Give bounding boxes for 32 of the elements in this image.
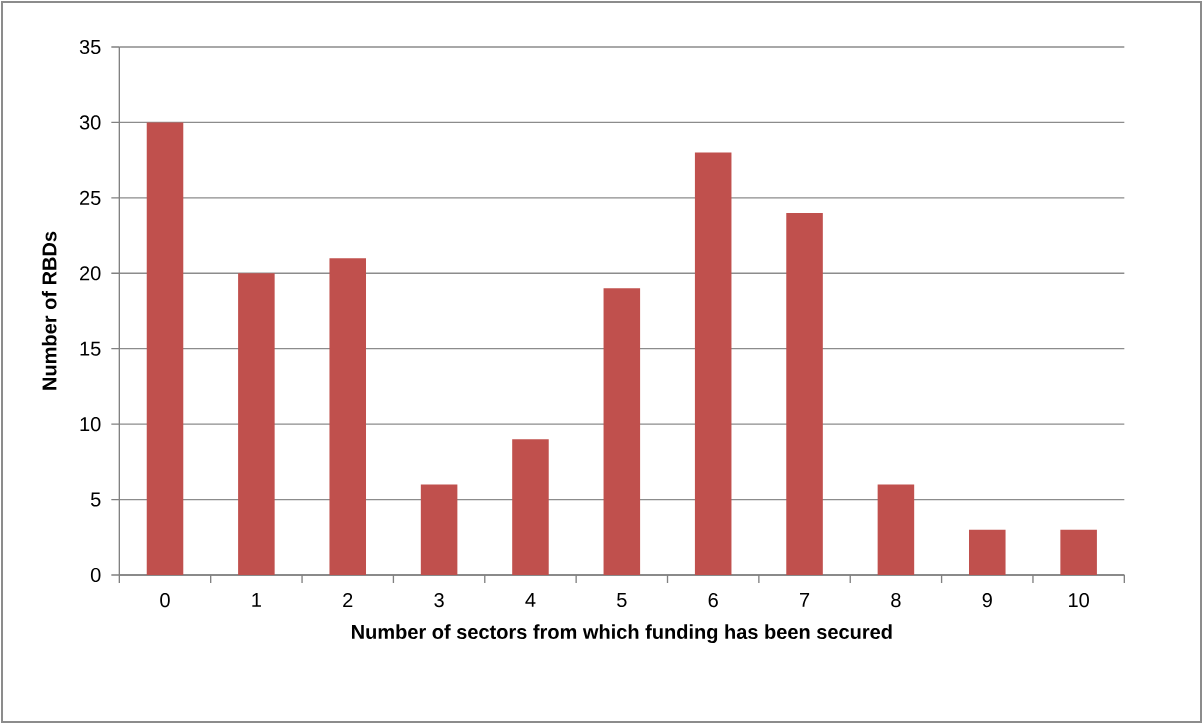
y-tick-label: 25	[80, 190, 101, 205]
bar	[329, 258, 367, 575]
bar	[1060, 529, 1097, 575]
x-tick-label: 7	[800, 593, 810, 607]
x-tick-label: 6	[708, 593, 718, 608]
y-tick-label: 5	[90, 492, 101, 507]
x-tick-label: 0	[160, 593, 170, 608]
x-axis-title: Number of sectors from which funding has been secured	[352, 624, 892, 644]
y-tick-label: 15	[80, 341, 101, 356]
x-tick-label: 3	[434, 593, 444, 608]
y-tick-label: 0	[90, 567, 101, 583]
x-tick-label: 10	[1069, 593, 1089, 608]
y-tick-label: 30	[79, 115, 101, 130]
bar	[146, 122, 184, 575]
y-tick-label: 20	[80, 266, 101, 281]
bar	[694, 152, 732, 575]
x-tick-label: 5	[617, 593, 627, 607]
x-tick-label: 4	[525, 593, 536, 607]
y-tick-label: 35	[79, 39, 101, 55]
y-tick-label: 10	[80, 417, 101, 432]
bar	[969, 529, 1006, 575]
bar	[877, 484, 915, 575]
bar	[420, 484, 458, 575]
bar	[786, 212, 823, 575]
x-tick-label: 9	[982, 593, 992, 608]
x-tick-label: 2	[343, 593, 353, 607]
bar	[512, 439, 549, 575]
bar	[238, 273, 275, 575]
y-axis-title: Number of RBDs	[41, 231, 57, 390]
bar	[603, 288, 641, 575]
x-tick-label: 1	[252, 593, 261, 607]
x-tick-label: 8	[891, 593, 901, 608]
